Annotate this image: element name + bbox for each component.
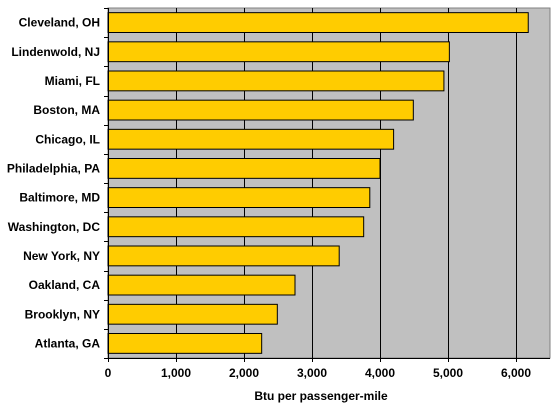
category-label: Atlanta, GA xyxy=(35,336,101,350)
bar-6 xyxy=(107,158,381,179)
category-label: Baltimore, MD xyxy=(19,191,100,205)
x-tick-label: 2,000 xyxy=(229,366,259,380)
bar-8 xyxy=(107,216,365,238)
gridlines xyxy=(176,8,517,358)
axes xyxy=(104,8,550,362)
category-label: Chicago, IL xyxy=(35,132,100,146)
bar-1 xyxy=(107,12,529,34)
x-tick-label: 6,000 xyxy=(501,366,531,380)
bar-5 xyxy=(107,128,395,150)
category-label: Philadelphia, PA xyxy=(7,161,100,175)
bar-3 xyxy=(107,70,445,92)
x-axis-title: Btu per passenger-mile xyxy=(254,389,388,403)
x-tick-label: 3,000 xyxy=(297,366,327,380)
bar-2 xyxy=(107,41,450,63)
category-label: Lindenwold, NJ xyxy=(11,45,100,59)
bars xyxy=(107,12,529,354)
category-label: Washington, DC xyxy=(8,220,101,234)
category-label: Oakland, CA xyxy=(29,278,101,292)
category-label: Brooklyn, NY xyxy=(25,307,100,321)
x-tick-labels: 0 1,000 2,000 3,000 4,000 5,000 6,000 xyxy=(105,366,532,380)
category-label: Cleveland, OH xyxy=(19,16,100,30)
bar-9 xyxy=(107,245,340,267)
x-tick-label: 5,000 xyxy=(433,366,463,380)
category-label: New York, NY xyxy=(23,249,100,263)
plot-area xyxy=(107,7,551,359)
x-tick-label: 1,000 xyxy=(161,366,191,380)
bar-11 xyxy=(107,303,278,325)
x-tick-label: 0 xyxy=(105,366,112,380)
category-label: Miami, FL xyxy=(45,74,100,88)
category-labels: Cleveland, OH Lindenwold, NJ Miami, FL Bost… xyxy=(7,16,100,351)
category-label: Boston, MA xyxy=(33,103,100,117)
x-tick-label: 4,000 xyxy=(365,366,395,380)
bar-7 xyxy=(107,187,371,209)
bar-4 xyxy=(107,99,414,121)
bar-10 xyxy=(107,274,296,296)
bar-12 xyxy=(107,333,263,354)
